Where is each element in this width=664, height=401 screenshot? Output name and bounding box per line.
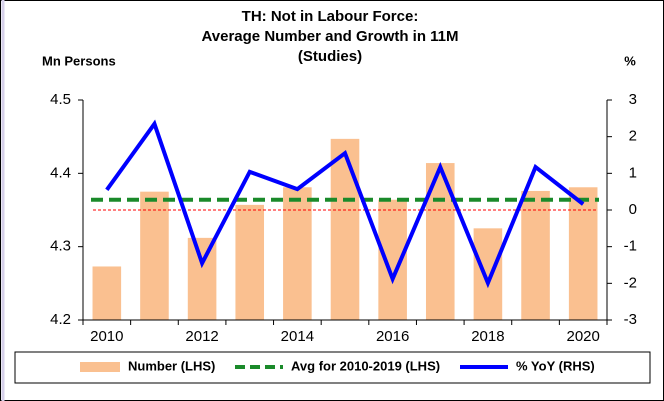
y2-tick-label: 3	[629, 91, 637, 108]
y-tick-label: 4.3	[50, 238, 71, 255]
bar	[235, 204, 265, 320]
yoy-line	[105, 119, 585, 289]
x-tick-label: 2014	[281, 328, 314, 345]
x-tick-label: 2012	[185, 328, 218, 345]
legend-swatch	[80, 362, 120, 372]
chart-title: Average Number and Growth in 11M	[202, 28, 459, 45]
x-tick-label: 2016	[376, 328, 409, 345]
y-tick-label: 4.5	[50, 91, 71, 108]
bar	[473, 228, 503, 320]
bar	[187, 237, 217, 320]
y2-tick-label: -3	[624, 311, 637, 328]
x-tick-label: 2010	[90, 328, 123, 345]
bar	[283, 187, 312, 320]
chart-title: TH: Not in Labour Force:	[242, 8, 419, 25]
legend-label: % YoY (RHS)	[516, 358, 595, 373]
y2-tick-label: 1	[629, 164, 637, 181]
bar	[568, 187, 598, 320]
y-tick-label: 4.4	[50, 164, 71, 181]
y2-tick-label: -2	[624, 274, 637, 291]
legend-label: Number (LHS)	[128, 358, 215, 373]
bar	[330, 138, 360, 320]
y2-axis-label: %	[624, 53, 636, 68]
y-tick-label: 4.2	[50, 311, 71, 328]
legend-label: Avg for 2010-2019 (LHS)	[291, 358, 440, 373]
bar	[521, 190, 550, 320]
x-tick-label: 2020	[566, 328, 599, 345]
y2-tick-label: -1	[624, 238, 637, 255]
y2-tick-label: 0	[629, 201, 637, 218]
x-tick-label: 2018	[471, 328, 504, 345]
chart-title: (Studies)	[298, 48, 362, 65]
legend-box	[14, 351, 651, 384]
y-axis-label: Mn Persons	[42, 53, 116, 68]
y2-tick-label: 2	[629, 128, 637, 145]
bar	[140, 191, 169, 320]
bar	[92, 266, 122, 320]
